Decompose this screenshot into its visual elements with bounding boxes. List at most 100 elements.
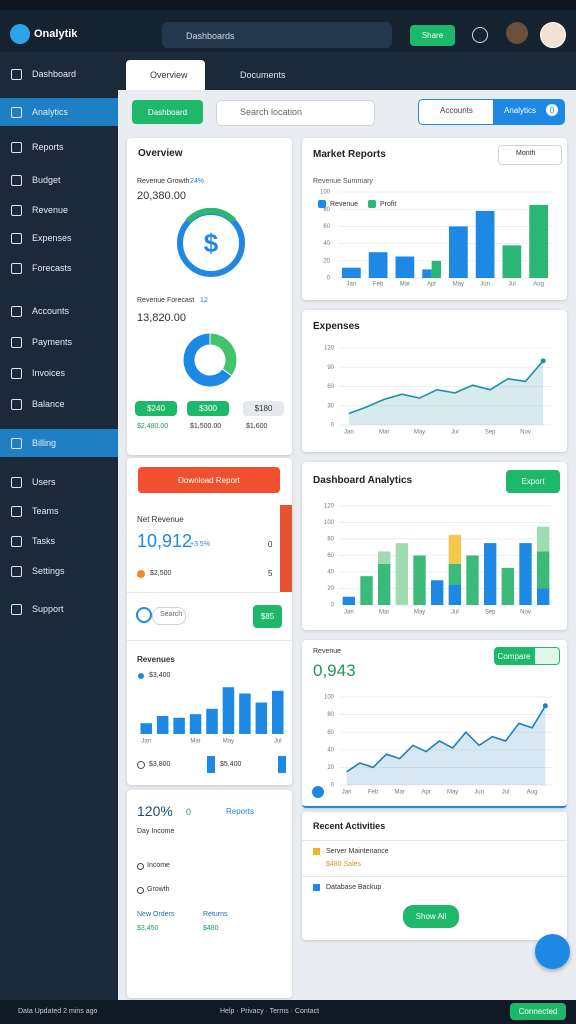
stat-count: 0	[268, 540, 273, 549]
stat-sub: Day Income	[137, 828, 175, 835]
avatar[interactable]	[540, 22, 566, 48]
sidebar-item[interactable]: Tasks	[32, 536, 56, 546]
search-box[interactable]	[162, 22, 392, 48]
ring-accent	[185, 208, 237, 224]
sidebar-item[interactable]: Analytics	[32, 107, 69, 117]
download-button[interactable]: Download Report	[138, 467, 280, 493]
marker	[207, 756, 215, 773]
option: Income	[147, 862, 170, 869]
pill[interactable]: $240	[135, 401, 177, 416]
sidebar-item[interactable]: Balance	[32, 399, 65, 409]
toggle-option[interactable]	[418, 99, 495, 125]
show-all-button[interactable]: Show All	[403, 905, 459, 928]
legend-text: $3,400	[149, 672, 171, 679]
sidebar-icon	[11, 399, 22, 410]
dollar-icon: $	[204, 228, 219, 258]
toggle-badge: 0	[546, 104, 558, 116]
marker	[278, 756, 286, 773]
location-search[interactable]	[216, 100, 375, 126]
export-button[interactable]: Export	[506, 470, 560, 493]
activity-item: Server Maintenance	[326, 848, 389, 855]
radio[interactable]	[137, 887, 144, 894]
compare-menu[interactable]	[534, 647, 560, 665]
sidebar-icon	[11, 337, 22, 348]
sidebar	[0, 52, 118, 1000]
search-text: Dashboards	[186, 31, 235, 41]
sidebar-item[interactable]: Settings	[32, 566, 65, 576]
card-title: Expenses	[313, 321, 360, 332]
search-placeholder: Search location	[240, 107, 303, 117]
status-bar	[0, 1000, 576, 1024]
tab-label: Overview	[150, 70, 188, 80]
sidebar-icon	[11, 506, 22, 517]
sidebar-active	[0, 429, 118, 457]
reports-card	[127, 790, 292, 998]
avatar[interactable]	[506, 22, 528, 44]
toggle-label: Analytics	[504, 106, 537, 115]
help-icon[interactable]	[472, 27, 488, 43]
sidebar-item[interactable]: Dashboard	[32, 69, 77, 79]
sidebar-icon	[11, 69, 22, 80]
sidebar-icon	[11, 536, 22, 547]
activity-icon	[313, 884, 320, 891]
option: Growth	[147, 886, 170, 893]
stat-label: Net Revenue	[137, 515, 184, 524]
card-title: Dashboard Analytics	[313, 475, 413, 486]
stat-value: 0,943	[313, 661, 356, 680]
tab-active[interactable]	[126, 60, 205, 90]
radio[interactable]	[137, 761, 145, 769]
sidebar-icon	[11, 438, 22, 449]
sidebar-icon	[11, 368, 22, 379]
card-title: Overview	[138, 148, 183, 159]
logo: Onalytik	[34, 28, 78, 40]
total: $3,800	[149, 761, 171, 768]
card-subtitle: Revenue Summary	[313, 178, 373, 185]
sidebar-item[interactable]: Invoices	[32, 368, 66, 378]
search-icon	[136, 607, 152, 623]
radio[interactable]	[137, 863, 144, 870]
sidebar-item[interactable]: Expenses	[32, 233, 72, 243]
sidebar-item[interactable]: Accounts	[32, 306, 70, 316]
dashboard-button[interactable]: Dashboard	[132, 100, 203, 124]
stat-value: 13,820.00	[137, 312, 186, 324]
total: $2,480.00	[137, 423, 169, 430]
tab-label[interactable]: Documents	[240, 70, 286, 80]
divider	[302, 840, 567, 841]
sidebar-item[interactable]: Revenue	[32, 205, 69, 215]
status-links[interactable]: Help · Privacy · Terms · Contact	[220, 1008, 320, 1015]
pill[interactable]: $300	[187, 401, 229, 416]
fab[interactable]	[535, 934, 570, 969]
divider	[302, 876, 567, 877]
dot	[137, 570, 145, 578]
action-button[interactable]: $85	[253, 605, 282, 628]
stat-value: 10,912	[137, 531, 193, 551]
stat-badge: 24%	[190, 178, 205, 185]
sidebar-item[interactable]: Reports	[32, 142, 64, 152]
compare-button[interactable]: Compare	[494, 647, 534, 665]
row-value: $2,500	[150, 570, 172, 577]
sidebar-item[interactable]: Payments	[32, 337, 73, 347]
status-button[interactable]: Connected	[510, 1003, 566, 1020]
sidebar-item[interactable]: Forecasts	[32, 263, 72, 273]
sidebar-item[interactable]: Support	[32, 604, 64, 614]
window-bar	[0, 0, 576, 10]
link[interactable]: Reports	[226, 807, 255, 816]
sidebar-icon	[11, 205, 22, 216]
sidebar-icon	[11, 233, 22, 244]
stat-label: Revenue Forecast	[137, 297, 195, 304]
sidebar-item[interactable]: Teams	[32, 506, 59, 516]
dropdown[interactable]	[498, 145, 562, 165]
sidebar-item[interactable]: Users	[32, 477, 56, 487]
sidebar-item[interactable]: Budget	[32, 175, 61, 185]
stat-badge: 12	[200, 297, 208, 304]
stat-label: Returns	[203, 911, 228, 918]
accent-bar	[280, 505, 292, 592]
search-pill[interactable]	[152, 607, 186, 625]
stat-value: $480	[203, 925, 219, 932]
pill[interactable]: $180	[243, 401, 284, 416]
sidebar-item[interactable]: Billing	[32, 438, 57, 448]
share-button[interactable]: Share	[410, 25, 455, 46]
card-title: Revenue	[313, 648, 342, 655]
dollar-ring: $	[177, 208, 245, 277]
